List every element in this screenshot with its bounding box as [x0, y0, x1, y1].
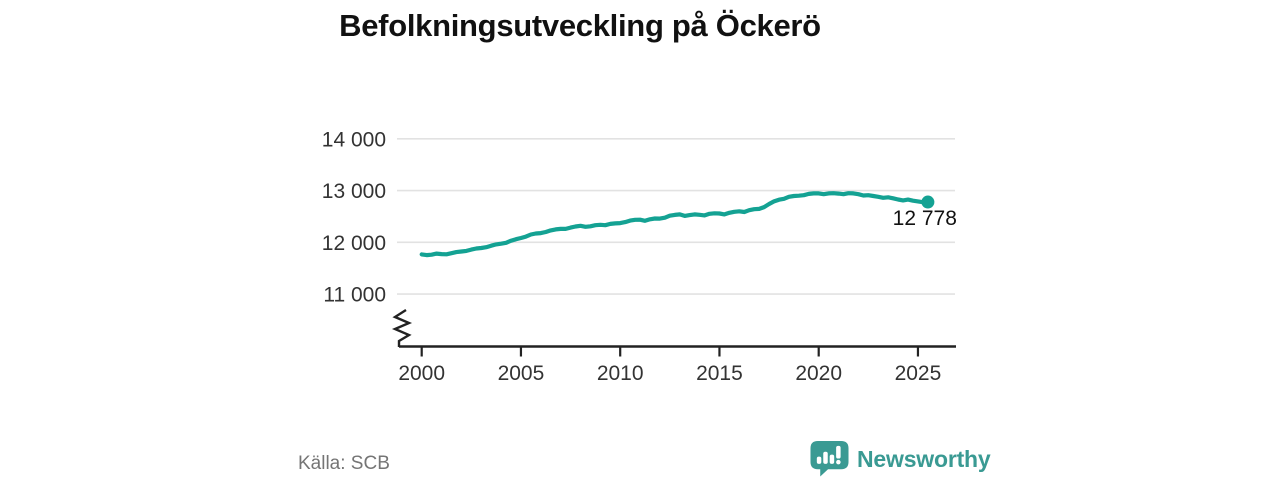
y-axis-break-icon [391, 308, 413, 347]
y-tick-label: 11 000 [323, 284, 386, 307]
x-tick-label: 2015 [696, 362, 743, 385]
newsworthy-bubble-chart-icon [810, 440, 849, 477]
x-tick-label: 2005 [498, 362, 545, 385]
y-tick-label: 13 000 [322, 180, 386, 203]
population-line [419, 191, 930, 258]
newsworthy-logo[interactable]: Newsworthy [810, 440, 991, 478]
endpoint-dot [921, 195, 935, 209]
source-note: Källa: SCB [298, 453, 390, 474]
x-tick-label: 2025 [895, 362, 942, 385]
chart-title: Befolkningsutveckling på Öckerö [339, 8, 821, 43]
y-tick-label: 12 000 [322, 232, 386, 255]
endpoint-value-label: 12 778 [893, 207, 957, 230]
x-tick-label: 2010 [597, 362, 644, 385]
x-tick-label: 2000 [398, 362, 445, 385]
newsworthy-wordmark: Newsworthy [857, 445, 991, 472]
x-tick-label: 2020 [795, 362, 842, 385]
y-tick-label: 14 000 [322, 128, 386, 151]
